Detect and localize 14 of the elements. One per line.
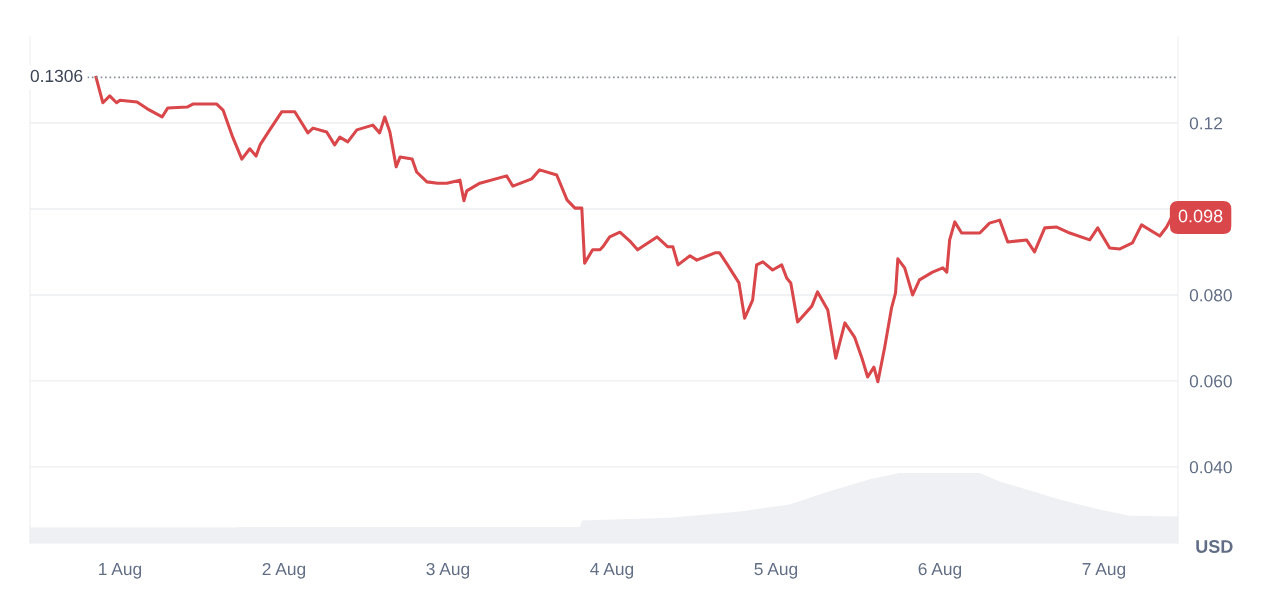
y-tick-label: 0.080 xyxy=(1189,289,1232,302)
x-tick-label: 3 Aug xyxy=(426,562,470,579)
annotation: 0.098 xyxy=(1178,209,1223,223)
x-tick-label: 1 Aug xyxy=(99,563,142,579)
x-tick-label: 6 Aug xyxy=(918,562,962,579)
x-tick-label: 7 Aug xyxy=(1082,563,1126,579)
y-tick-label: 0.12 xyxy=(1189,117,1223,130)
y-tick-label: 0.040 xyxy=(1189,461,1232,474)
y-tick-label: 0.060 xyxy=(1189,375,1232,388)
x-tick-label: 5 Aug xyxy=(754,563,798,579)
y-axis-title: USD xyxy=(1196,540,1233,553)
x-tick-label: 4 Aug xyxy=(590,563,634,579)
ref-line-label: 0.1306 xyxy=(30,69,83,83)
x-tick-label: 2 Aug xyxy=(262,562,306,579)
